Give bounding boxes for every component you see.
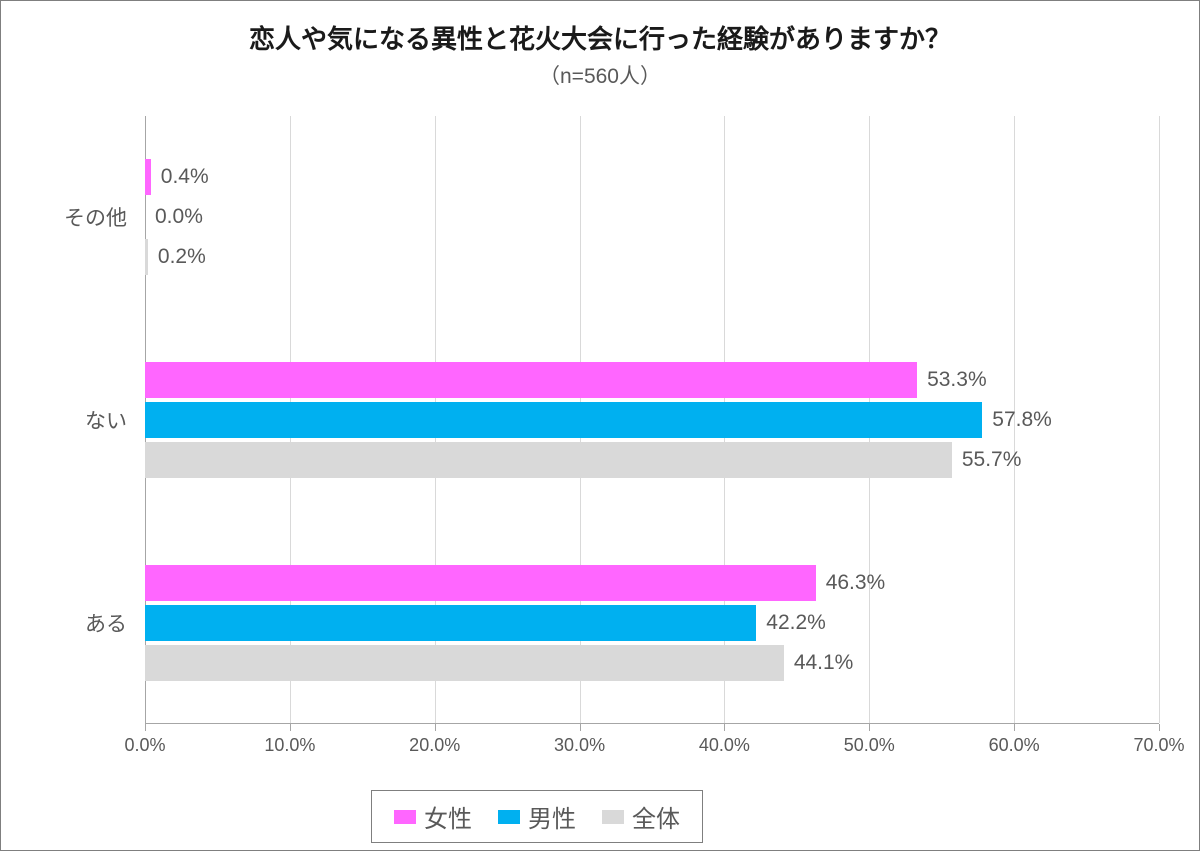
x-tick-mark [869, 724, 870, 731]
bar: 53.3% [145, 362, 917, 398]
y-category-label: ある [1, 608, 127, 638]
bar-value-label: 55.7% [952, 448, 1022, 472]
bar-value-label: 53.3% [917, 368, 987, 392]
x-tick-mark [580, 724, 581, 731]
bar: 46.3% [145, 565, 816, 601]
chart-subtitle: （n=560人） [1, 60, 1199, 90]
chart-title: 恋人や気になる異性と花火大会に行った経験がありますか？ [1, 19, 1199, 56]
plot-region: 0.0%10.0%20.0%30.0%40.0%50.0%60.0%70.0%0… [1, 116, 1200, 724]
x-tick-mark [1014, 724, 1015, 731]
x-tick-mark [724, 724, 725, 731]
bar: 57.8% [145, 402, 982, 438]
legend-item: 全体 [602, 799, 680, 834]
chart-container: 恋人や気になる異性と花火大会に行った経験がありますか？ （n=560人） 0.0… [0, 0, 1200, 851]
x-tick-mark [145, 724, 146, 731]
x-tick-label: 60.0% [989, 735, 1040, 756]
x-tick-label: 0.0% [124, 735, 165, 756]
x-tick-mark [435, 724, 436, 731]
bar: 55.7% [145, 442, 952, 478]
x-tick-label: 30.0% [554, 735, 605, 756]
x-tick-label: 20.0% [409, 735, 460, 756]
legend-item: 女性 [394, 799, 472, 834]
x-tick-label: 50.0% [844, 735, 895, 756]
x-tick-label: 40.0% [699, 735, 750, 756]
legend-label: 全体 [632, 799, 680, 834]
bar-value-label: 46.3% [816, 571, 886, 595]
x-tick-label: 10.0% [264, 735, 315, 756]
gridline [1159, 116, 1160, 723]
bar: 0.2% [145, 239, 148, 275]
legend-label: 男性 [528, 799, 576, 834]
x-tick-label: 70.0% [1133, 735, 1184, 756]
bar-value-label: 42.2% [756, 611, 826, 635]
bar-value-label: 57.8% [982, 408, 1052, 432]
legend-label: 女性 [424, 799, 472, 834]
x-tick-mark [1159, 724, 1160, 731]
bar-value-label: 0.2% [148, 245, 206, 269]
legend-swatch [498, 810, 520, 824]
bar: 42.2% [145, 605, 756, 641]
plot-area: 0.0%10.0%20.0%30.0%40.0%50.0%60.0%70.0%0… [145, 116, 1159, 724]
bar-value-label: 0.0% [145, 205, 203, 229]
legend-swatch [602, 810, 624, 824]
y-category-label: その他 [1, 202, 127, 232]
x-tick-mark [290, 724, 291, 731]
bar: 0.4% [145, 159, 151, 195]
bar-value-label: 0.4% [151, 165, 209, 189]
legend: 女性 男性 全体 [371, 790, 703, 843]
bar-value-label: 44.1% [784, 651, 854, 675]
legend-item: 男性 [498, 799, 576, 834]
legend-swatch [394, 810, 416, 824]
y-category-label: ない [1, 405, 127, 435]
bar: 44.1% [145, 645, 784, 681]
